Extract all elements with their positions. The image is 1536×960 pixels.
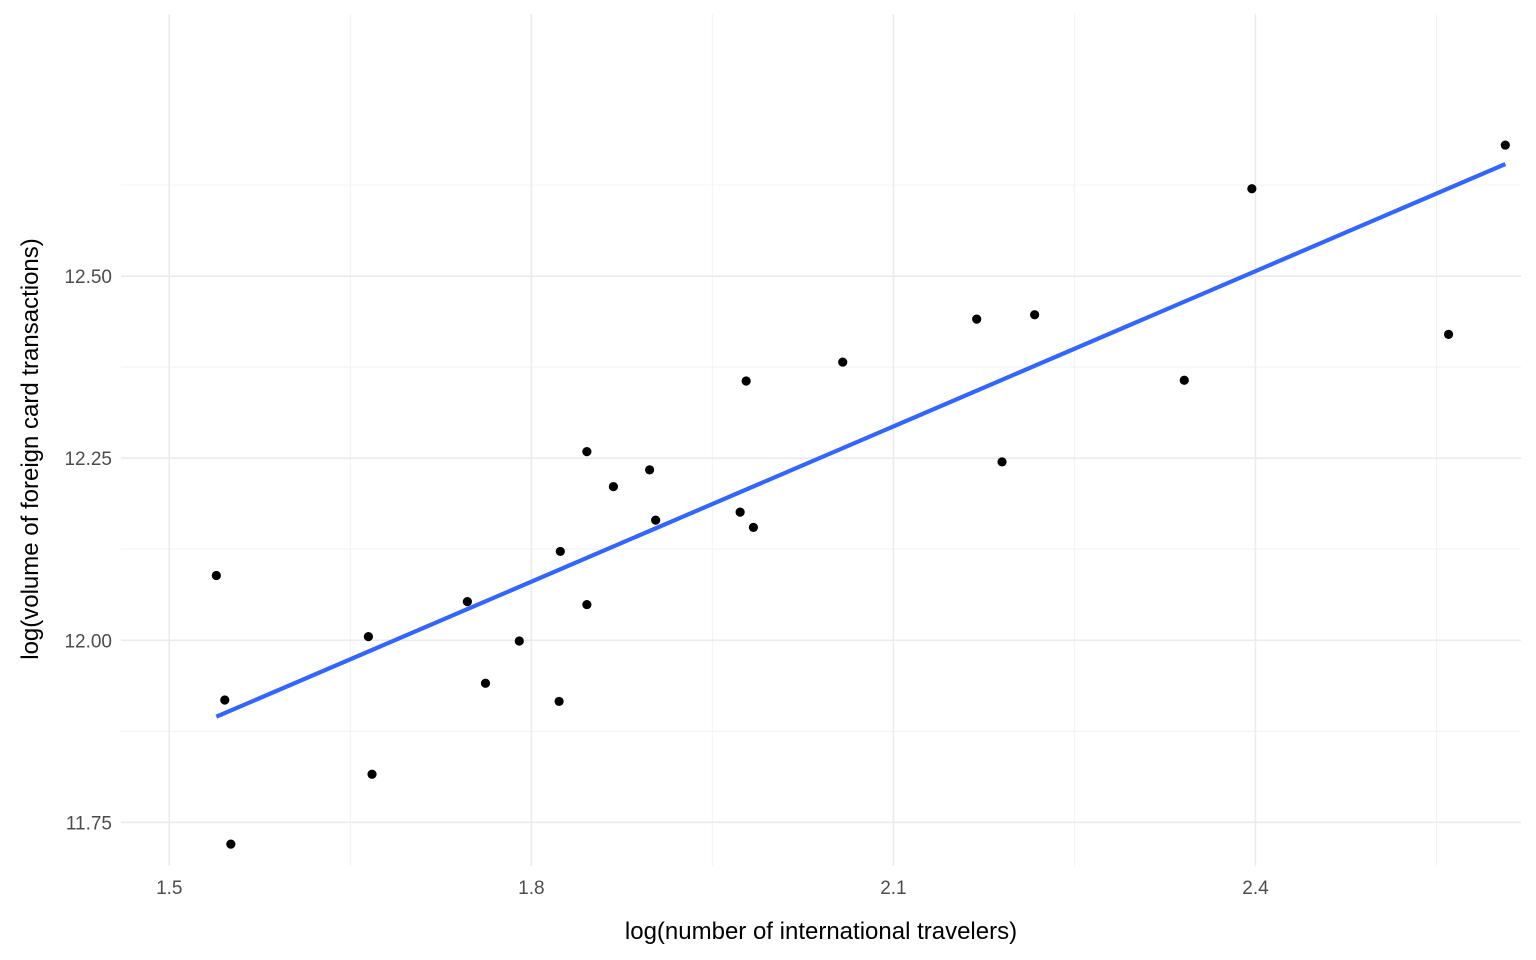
tick-labels-layer: 1.5 1.8 2.1 2.4 11.75 12.00 12.25 12.50: [64, 267, 1269, 899]
data-point: [1443, 329, 1454, 340]
data-point: [1500, 140, 1510, 150]
data-point: [226, 839, 236, 849]
data-point: [608, 482, 619, 492]
data-point: [645, 465, 655, 475]
x-tick-label: 2.1: [880, 878, 906, 899]
x-tick-label: 1.8: [518, 878, 544, 899]
data-point: [735, 507, 745, 517]
data-points-layer: [211, 140, 1510, 849]
data-point: [211, 570, 221, 581]
data-point: [462, 597, 472, 607]
y-tick-label: 12.25: [64, 449, 112, 470]
y-axis-title: log(volume of foreign card transactions): [17, 238, 44, 660]
data-point: [480, 678, 491, 688]
data-point: [554, 696, 564, 707]
x-tick-label: 1.5: [156, 878, 182, 899]
regression-line-layer: [215, 162, 1507, 719]
grid-layer: [121, 14, 1521, 866]
data-point: [514, 636, 524, 646]
data-point: [367, 769, 377, 779]
data-point: [555, 546, 565, 557]
data-point: [972, 314, 982, 324]
y-tick-label: 11.75: [66, 813, 112, 834]
data-point: [1179, 375, 1189, 385]
x-axis-title: log(number of international travelers): [625, 918, 1017, 945]
data-point: [220, 695, 230, 705]
data-point: [997, 457, 1007, 467]
data-point: [741, 376, 751, 386]
data-point: [582, 599, 592, 610]
data-point: [363, 632, 374, 642]
data-point: [1247, 184, 1257, 194]
data-point: [582, 447, 592, 457]
data-point: [1030, 310, 1040, 320]
regression-line: [215, 162, 1507, 719]
y-tick-label: 12.00: [64, 631, 112, 652]
data-point: [748, 522, 759, 532]
data-point: [838, 357, 848, 367]
y-tick-label: 12.50: [64, 267, 112, 288]
data-point: [651, 515, 661, 525]
x-tick-label: 2.4: [1242, 878, 1269, 899]
